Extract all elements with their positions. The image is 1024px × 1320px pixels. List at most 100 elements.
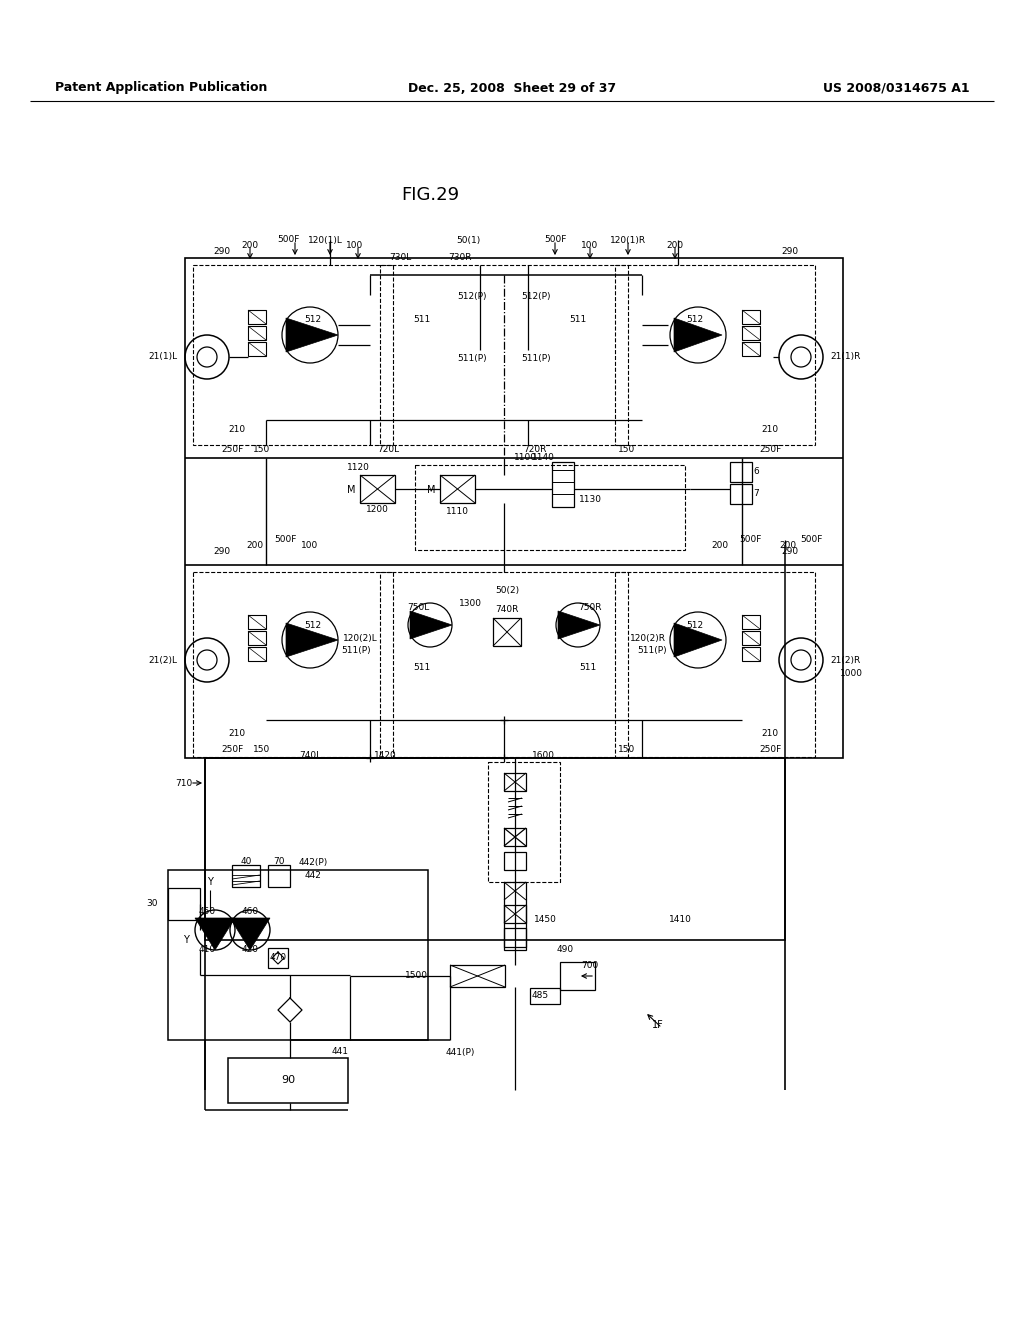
Text: 485: 485 xyxy=(531,990,549,999)
Text: M: M xyxy=(346,484,355,495)
Bar xyxy=(742,326,760,341)
Text: 21(2)L: 21(2)L xyxy=(148,656,177,664)
Text: 200: 200 xyxy=(247,540,263,549)
Bar xyxy=(504,928,526,950)
Text: 512(P): 512(P) xyxy=(458,293,486,301)
Text: 500F: 500F xyxy=(276,235,299,244)
Text: 720R: 720R xyxy=(523,446,547,454)
Text: 512: 512 xyxy=(304,315,322,325)
Text: 511(P): 511(P) xyxy=(341,645,371,655)
Text: 442(P): 442(P) xyxy=(298,858,328,866)
Bar xyxy=(205,758,785,940)
Bar xyxy=(228,1059,348,1104)
Text: 1300: 1300 xyxy=(459,599,481,609)
Text: 441: 441 xyxy=(332,1048,348,1056)
Bar xyxy=(415,465,685,550)
Bar xyxy=(193,572,393,756)
Bar xyxy=(168,870,428,1040)
Bar xyxy=(730,484,752,504)
Text: 511(P): 511(P) xyxy=(637,645,667,655)
Text: Y: Y xyxy=(183,935,189,945)
Polygon shape xyxy=(272,952,284,964)
Text: 90: 90 xyxy=(281,1074,295,1085)
Text: 1420: 1420 xyxy=(374,751,396,759)
Bar xyxy=(248,310,266,323)
Text: 500F: 500F xyxy=(544,235,566,244)
Bar xyxy=(742,310,760,323)
Text: 740R: 740R xyxy=(496,606,519,615)
Text: Dec. 25, 2008  Sheet 29 of 37: Dec. 25, 2008 Sheet 29 of 37 xyxy=(408,82,616,95)
Text: 290: 290 xyxy=(781,248,799,256)
Text: 70: 70 xyxy=(273,858,285,866)
Bar xyxy=(493,618,521,645)
Bar xyxy=(615,265,815,445)
Text: 120(1)R: 120(1)R xyxy=(610,235,646,244)
Text: 750R: 750R xyxy=(579,603,602,612)
Text: 150: 150 xyxy=(253,446,270,454)
Bar xyxy=(730,462,752,482)
Text: 6: 6 xyxy=(753,467,759,477)
Text: 21(1)R: 21(1)R xyxy=(830,352,860,362)
Bar xyxy=(380,572,628,756)
Bar xyxy=(504,774,526,791)
Text: M: M xyxy=(427,484,435,495)
Text: 1100: 1100 xyxy=(513,454,537,462)
Text: 7: 7 xyxy=(753,490,759,499)
Text: 120(1)L: 120(1)L xyxy=(307,235,342,244)
Text: 200: 200 xyxy=(712,540,728,549)
Bar xyxy=(504,882,526,946)
Bar xyxy=(530,987,560,1005)
Text: 50(1): 50(1) xyxy=(456,235,480,244)
Bar xyxy=(440,475,475,503)
Text: 100: 100 xyxy=(346,240,364,249)
Bar xyxy=(185,257,843,758)
Text: 200: 200 xyxy=(779,540,797,549)
Bar xyxy=(268,948,288,968)
Text: 250F: 250F xyxy=(759,446,781,454)
Bar xyxy=(360,475,395,503)
Text: 512(P): 512(P) xyxy=(521,293,551,301)
Text: 410: 410 xyxy=(199,945,216,954)
Text: 730R: 730R xyxy=(449,253,472,263)
Text: 511(P): 511(P) xyxy=(521,354,551,363)
Text: 100: 100 xyxy=(301,540,318,549)
Bar xyxy=(742,631,760,645)
Bar xyxy=(248,342,266,356)
Text: 700: 700 xyxy=(582,961,599,969)
Text: 750L: 750L xyxy=(407,603,429,612)
Text: 150: 150 xyxy=(618,446,636,454)
Text: 210: 210 xyxy=(762,729,778,738)
Text: US 2008/0314675 A1: US 2008/0314675 A1 xyxy=(823,82,970,95)
Text: 512: 512 xyxy=(686,315,703,325)
Text: 511: 511 xyxy=(569,315,587,325)
Text: 290: 290 xyxy=(213,248,230,256)
Text: Patent Application Publication: Patent Application Publication xyxy=(55,82,267,95)
Bar xyxy=(504,851,526,870)
Bar xyxy=(742,615,760,630)
Text: 512: 512 xyxy=(304,620,322,630)
Text: 441(P): 441(P) xyxy=(445,1048,475,1056)
Text: 1500: 1500 xyxy=(406,972,428,981)
Text: 1410: 1410 xyxy=(669,916,691,924)
Text: 290: 290 xyxy=(213,548,230,557)
Bar xyxy=(742,342,760,356)
Text: Y: Y xyxy=(207,876,213,887)
Text: 120(2)R: 120(2)R xyxy=(630,634,666,643)
Bar xyxy=(168,888,200,920)
Text: FIG.29: FIG.29 xyxy=(401,186,459,205)
Bar xyxy=(193,265,393,445)
Text: 512: 512 xyxy=(686,620,703,630)
Text: 200: 200 xyxy=(667,240,684,249)
Bar xyxy=(552,462,574,507)
Text: 100: 100 xyxy=(582,240,599,249)
Bar xyxy=(248,647,266,661)
Polygon shape xyxy=(286,623,338,657)
Text: 150: 150 xyxy=(618,746,636,755)
Bar xyxy=(504,828,526,846)
Text: 1600: 1600 xyxy=(531,751,555,759)
Text: 1140: 1140 xyxy=(531,454,554,462)
Polygon shape xyxy=(230,917,270,950)
Text: 1F: 1F xyxy=(652,1020,664,1030)
Bar xyxy=(742,647,760,661)
Text: 50(2): 50(2) xyxy=(495,586,519,594)
